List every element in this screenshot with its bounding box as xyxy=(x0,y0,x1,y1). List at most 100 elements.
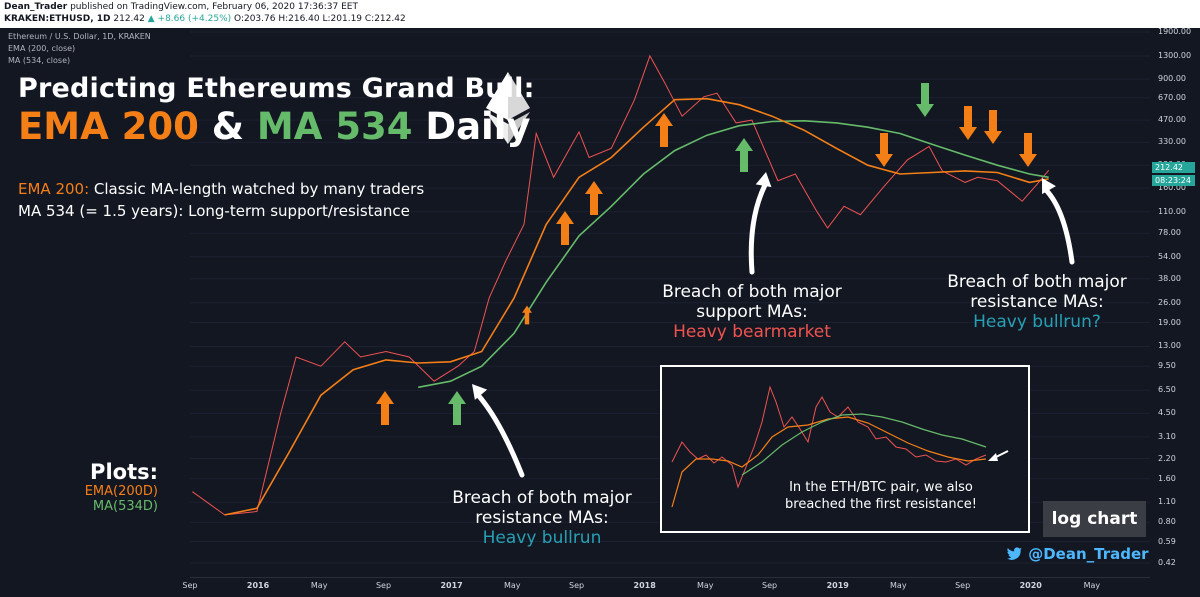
arrow-up-icon xyxy=(448,391,466,425)
y-tick-label: 160.00 xyxy=(1158,183,1186,193)
title-amp: & xyxy=(198,105,257,148)
price-axis[interactable] xyxy=(1150,28,1200,580)
y-tick-label: 330.00 xyxy=(1158,137,1186,147)
plots-legend: Plots: EMA(200D) MA(534D) xyxy=(48,460,158,514)
plots-ema: EMA(200D) xyxy=(84,484,158,499)
pointer-arrow xyxy=(475,392,525,478)
annotation-outcome: Heavy bullrun? xyxy=(973,312,1101,332)
title-ema: EMA 200 xyxy=(18,105,199,148)
inset-caption: In the ETH/BTC pair, we also breached th… xyxy=(785,480,977,512)
last-price-label: 212.42 xyxy=(1152,162,1195,173)
series-line xyxy=(418,119,1049,389)
y-tick-label: 6.50 xyxy=(1158,385,1176,395)
y-tick-label: 2.20 xyxy=(1158,453,1176,463)
annotation-line: Breach of both major xyxy=(662,282,842,302)
annotation-outcome: Heavy bullrun xyxy=(482,528,602,548)
info-line-1: Ethereum / U.S. Dollar, 1D, KRAKEN xyxy=(8,32,151,41)
annotation-line: resistance MAs: xyxy=(475,508,609,528)
pointer-arrow-head xyxy=(755,172,772,188)
x-tick-label: May xyxy=(696,581,714,590)
y-tick-label: 1300.00 xyxy=(1158,50,1192,60)
symbol-line: KRAKEN:ETHUSD, 1D 212.42 ▲ +8.66 (+4.25%… xyxy=(4,14,406,24)
arrow-up-icon xyxy=(522,305,532,325)
chart-header: Dean_Trader published on TradingView.com… xyxy=(0,0,1200,28)
published-text: published on TradingView.com, February 0… xyxy=(70,2,358,12)
inset-ema-line xyxy=(671,416,987,508)
x-tick-label: Sep xyxy=(762,581,778,590)
annotation-bullrun-question: Breach of both major resistance MAs: Hea… xyxy=(917,272,1157,332)
plots-ma: MA(534D) xyxy=(92,499,158,514)
countdown-label: 08:23:24 xyxy=(1152,175,1195,186)
arrow-down-icon xyxy=(916,83,934,117)
sub-title: EMA 200 & MA 534 Daily xyxy=(18,105,531,148)
annotation-outcome: Heavy bearmarket xyxy=(673,322,831,342)
legend-ma: MA 534 (= 1.5 years): Long-term support/… xyxy=(18,202,410,220)
y-tick-label: 26.00 xyxy=(1158,297,1181,307)
arrow-down-icon xyxy=(875,133,893,167)
pointer-arrow-head xyxy=(1042,178,1056,195)
x-tick-label: May xyxy=(890,581,907,590)
info-line-2: EMA (200, close) xyxy=(8,44,76,53)
annotation-line: resistance MAs: xyxy=(970,292,1104,312)
arrow-up-icon xyxy=(585,181,603,215)
inset-arrow-head xyxy=(988,453,998,461)
series-line xyxy=(224,97,1049,516)
log-chart-badge: log chart xyxy=(1043,501,1146,537)
y-tick-label: 1900.00 xyxy=(1158,27,1192,36)
arrow-up-icon xyxy=(655,113,673,147)
twitter-bird-icon xyxy=(1007,547,1022,560)
x-tick-label: May xyxy=(310,581,328,590)
last-price: 212.42 xyxy=(113,14,145,24)
y-tick-label: 19.00 xyxy=(1158,317,1181,327)
y-tick-label: 0.59 xyxy=(1158,536,1176,546)
x-tick-label: Sep xyxy=(182,581,198,590)
annotation-line: support MAs: xyxy=(696,302,808,322)
inset-price-line xyxy=(671,385,987,489)
x-tick-label: 2016 xyxy=(246,581,270,590)
x-tick-label: 2020 xyxy=(1019,581,1042,590)
y-tick-label: 1.60 xyxy=(1158,473,1176,483)
y-tick-label: 1.10 xyxy=(1158,497,1176,507)
y-tick-label: 4.50 xyxy=(1158,408,1176,418)
annotation-bearmarket: Breach of both major support MAs: Heavy … xyxy=(632,282,872,342)
x-tick-label: Sep xyxy=(955,581,971,590)
time-axis-line xyxy=(190,577,1150,578)
annotation-line: Breach of both major xyxy=(452,488,632,508)
annotation-line: Breach of both major xyxy=(947,272,1127,292)
info-line-3: MA (534, close) xyxy=(8,56,71,65)
y-tick-label: 470.00 xyxy=(1158,115,1186,125)
legend-ema-text: Classic MA-length watched by many trader… xyxy=(89,180,425,198)
y-tick-label: 38.00 xyxy=(1158,273,1181,283)
plots-title: Plots: xyxy=(90,460,158,484)
y-tick-label: 54.00 xyxy=(1158,251,1181,261)
price-change: ▲ +8.66 (+4.25%) xyxy=(147,14,232,24)
y-tick-label: 78.00 xyxy=(1158,228,1181,238)
y-tick-label: 0.42 xyxy=(1158,558,1176,567)
pointer-arrow xyxy=(1043,187,1075,265)
x-tick-label: May xyxy=(503,581,521,590)
x-tick-label: 2017 xyxy=(440,581,463,590)
ethereum-logo-icon xyxy=(486,72,530,144)
y-tick-label: 13.00 xyxy=(1158,341,1181,351)
arrow-down-icon xyxy=(959,106,977,140)
twitter-handle[interactable]: @Dean_Trader xyxy=(1007,545,1149,563)
publish-line: Dean_Trader published on TradingView.com… xyxy=(4,2,358,12)
y-tick-label: 9.50 xyxy=(1158,361,1176,371)
ohlc-values: O:203.76 H:216.40 L:201.19 C:212.42 xyxy=(234,14,406,24)
legend-ema-key: EMA 200: xyxy=(18,180,90,198)
x-tick-label: Sep xyxy=(569,581,585,590)
x-tick-label: Sep xyxy=(375,581,392,590)
arrow-up-icon xyxy=(376,391,394,425)
inset-plot xyxy=(671,385,1009,508)
x-tick-label: May xyxy=(1083,581,1101,590)
twitter-handle-text: @Dean_Trader xyxy=(1028,545,1149,563)
x-tick-label: 2018 xyxy=(633,581,656,590)
x-tick-label: 2019 xyxy=(826,581,849,590)
arrow-up-icon xyxy=(556,211,574,245)
arrow-down-icon xyxy=(984,110,1002,144)
arrow-down-icon xyxy=(1019,133,1037,167)
publisher-name[interactable]: Dean_Trader xyxy=(4,2,68,12)
arrow-up-icon xyxy=(735,138,753,172)
y-tick-label: 110.00 xyxy=(1158,206,1186,216)
main-title: Predicting Ethereums Grand Bull: xyxy=(18,73,535,104)
